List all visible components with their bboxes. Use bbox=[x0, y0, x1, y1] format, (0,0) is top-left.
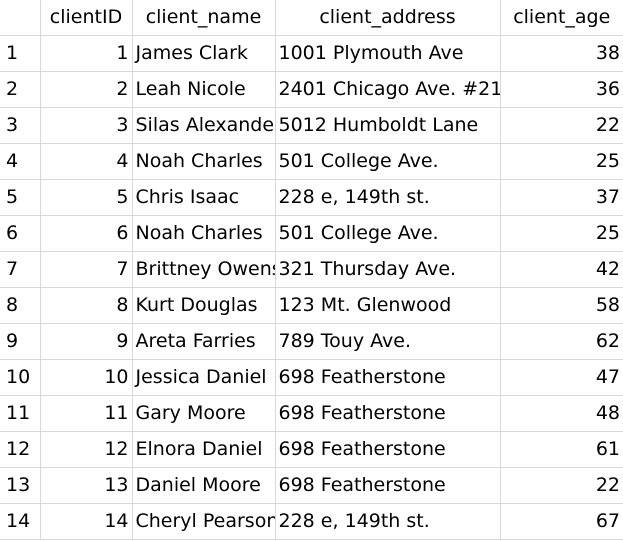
client-name-cell[interactable]: Cheryl Pearson bbox=[131, 503, 276, 540]
client-address-cell[interactable]: 698 Featherstone bbox=[274, 395, 501, 432]
table-row[interactable]: 13 13 Daniel Moore 698 Featherstone 22 bbox=[0, 467, 623, 504]
table-row[interactable]: 3 3 Silas Alexander 5012 Humboldt Lane 22 bbox=[0, 107, 623, 144]
client-age-cell[interactable]: 42 bbox=[499, 251, 623, 288]
client-age-cell[interactable]: 36 bbox=[499, 71, 623, 108]
column-header-client-age[interactable]: client_age bbox=[499, 0, 623, 36]
client-name-cell[interactable]: Chris Isaac bbox=[131, 179, 276, 216]
column-header-client-name[interactable]: client_name bbox=[131, 0, 276, 36]
client-name-cell[interactable]: Elnora Daniel bbox=[131, 431, 276, 468]
clientid-cell[interactable]: 1 bbox=[39, 35, 133, 72]
client-age-cell[interactable]: 25 bbox=[499, 143, 623, 180]
client-name-cell[interactable]: Gary Moore bbox=[131, 395, 276, 432]
client-address-cell[interactable]: 501 College Ave. bbox=[274, 215, 501, 252]
table-row[interactable]: 10 10 Jessica Daniel 698 Featherstone 47 bbox=[0, 359, 623, 396]
clientid-cell[interactable]: 7 bbox=[39, 251, 133, 288]
client-age-cell[interactable]: 67 bbox=[499, 503, 623, 540]
row-number-cell[interactable]: 3 bbox=[0, 107, 41, 144]
client-name-cell[interactable]: James Clark bbox=[131, 35, 276, 72]
client-age-cell[interactable]: 62 bbox=[499, 323, 623, 360]
clientid-cell[interactable]: 2 bbox=[39, 71, 133, 108]
row-number-cell[interactable]: 7 bbox=[0, 251, 41, 288]
table-row[interactable]: 9 9 Areta Farries 789 Touy Ave. 62 bbox=[0, 323, 623, 360]
client-age-cell[interactable]: 48 bbox=[499, 395, 623, 432]
client-address-cell[interactable]: 2401 Chicago Ave. #212 bbox=[274, 71, 501, 108]
clientid-cell[interactable]: 12 bbox=[39, 431, 133, 468]
client-name-cell[interactable]: Silas Alexander bbox=[131, 107, 276, 144]
client-address-cell[interactable]: 228 e, 149th st. bbox=[274, 179, 501, 216]
table-row[interactable]: 4 4 Noah Charles 501 College Ave. 25 bbox=[0, 143, 623, 180]
client-name-cell[interactable]: Areta Farries bbox=[131, 323, 276, 360]
table-row[interactable]: 1 1 James Clark 1001 Plymouth Ave 38 bbox=[0, 35, 623, 72]
clientid-cell[interactable]: 13 bbox=[39, 467, 133, 504]
row-number-header bbox=[0, 0, 41, 36]
clientid-cell[interactable]: 9 bbox=[39, 323, 133, 360]
client-name-cell[interactable]: Noah Charles bbox=[131, 143, 276, 180]
client-address-cell[interactable]: 123 Mt. Glenwood bbox=[274, 287, 501, 324]
clientid-cell[interactable]: 11 bbox=[39, 395, 133, 432]
client-address-cell[interactable]: 5012 Humboldt Lane bbox=[274, 107, 501, 144]
table-row[interactable]: 6 6 Noah Charles 501 College Ave. 25 bbox=[0, 215, 623, 252]
column-header-clientid[interactable]: clientID bbox=[39, 0, 133, 36]
clientid-cell[interactable]: 6 bbox=[39, 215, 133, 252]
clientid-cell[interactable]: 8 bbox=[39, 287, 133, 324]
row-number-cell[interactable]: 1 bbox=[0, 35, 41, 72]
row-number-cell[interactable]: 5 bbox=[0, 179, 41, 216]
row-number-cell[interactable]: 6 bbox=[0, 215, 41, 252]
client-name-cell[interactable]: Noah Charles bbox=[131, 215, 276, 252]
clientid-cell[interactable]: 4 bbox=[39, 143, 133, 180]
client-address-cell[interactable]: 228 e, 149th st. bbox=[274, 503, 501, 540]
row-number-cell[interactable]: 11 bbox=[0, 395, 41, 432]
row-number-cell[interactable]: 10 bbox=[0, 359, 41, 396]
client-address-cell[interactable]: 698 Featherstone bbox=[274, 431, 501, 468]
client-address-cell[interactable]: 501 College Ave. bbox=[274, 143, 501, 180]
column-header-client-address[interactable]: client_address bbox=[274, 0, 501, 36]
client-age-cell[interactable]: 61 bbox=[499, 431, 623, 468]
table-row[interactable]: 14 14 Cheryl Pearson 228 e, 149th st. 67 bbox=[0, 503, 623, 540]
client-age-cell[interactable]: 22 bbox=[499, 467, 623, 504]
row-number-cell[interactable]: 12 bbox=[0, 431, 41, 468]
client-age-cell[interactable]: 58 bbox=[499, 287, 623, 324]
table-row[interactable]: 8 8 Kurt Douglas 123 Mt. Glenwood 58 bbox=[0, 287, 623, 324]
table-row[interactable]: 5 5 Chris Isaac 228 e, 149th st. 37 bbox=[0, 179, 623, 216]
clientid-cell[interactable]: 3 bbox=[39, 107, 133, 144]
client-name-cell[interactable]: Kurt Douglas bbox=[131, 287, 276, 324]
client-name-cell[interactable]: Daniel Moore bbox=[131, 467, 276, 504]
row-number-cell[interactable]: 14 bbox=[0, 503, 41, 540]
client-age-cell[interactable]: 25 bbox=[499, 215, 623, 252]
client-address-cell[interactable]: 789 Touy Ave. bbox=[274, 323, 501, 360]
client-address-cell[interactable]: 1001 Plymouth Ave bbox=[274, 35, 501, 72]
row-number-cell[interactable]: 9 bbox=[0, 323, 41, 360]
client-address-cell[interactable]: 321 Thursday Ave. bbox=[274, 251, 501, 288]
client-age-cell[interactable]: 37 bbox=[499, 179, 623, 216]
client-address-cell[interactable]: 698 Featherstone bbox=[274, 467, 501, 504]
client-address-cell[interactable]: 698 Featherstone bbox=[274, 359, 501, 396]
table-row[interactable]: 11 11 Gary Moore 698 Featherstone 48 bbox=[0, 395, 623, 432]
clientid-cell[interactable]: 14 bbox=[39, 503, 133, 540]
client-name-cell[interactable]: Jessica Daniel bbox=[131, 359, 276, 396]
row-number-cell[interactable]: 8 bbox=[0, 287, 41, 324]
client-name-cell[interactable]: Leah Nicole bbox=[131, 71, 276, 108]
row-number-cell[interactable]: 2 bbox=[0, 71, 41, 108]
clientid-cell[interactable]: 10 bbox=[39, 359, 133, 396]
row-number-cell[interactable]: 4 bbox=[0, 143, 41, 180]
header-row: clientID client_name client_address clie… bbox=[0, 0, 623, 36]
client-age-cell[interactable]: 38 bbox=[499, 35, 623, 72]
table-row[interactable]: 12 12 Elnora Daniel 698 Featherstone 61 bbox=[0, 431, 623, 468]
client-name-cell[interactable]: Brittney Owens bbox=[131, 251, 276, 288]
client-age-cell[interactable]: 22 bbox=[499, 107, 623, 144]
table-row[interactable]: 7 7 Brittney Owens 321 Thursday Ave. 42 bbox=[0, 251, 623, 288]
row-number-cell[interactable]: 13 bbox=[0, 467, 41, 504]
table-row[interactable]: 2 2 Leah Nicole 2401 Chicago Ave. #212 36 bbox=[0, 71, 623, 108]
clientid-cell[interactable]: 5 bbox=[39, 179, 133, 216]
client-age-cell[interactable]: 47 bbox=[499, 359, 623, 396]
